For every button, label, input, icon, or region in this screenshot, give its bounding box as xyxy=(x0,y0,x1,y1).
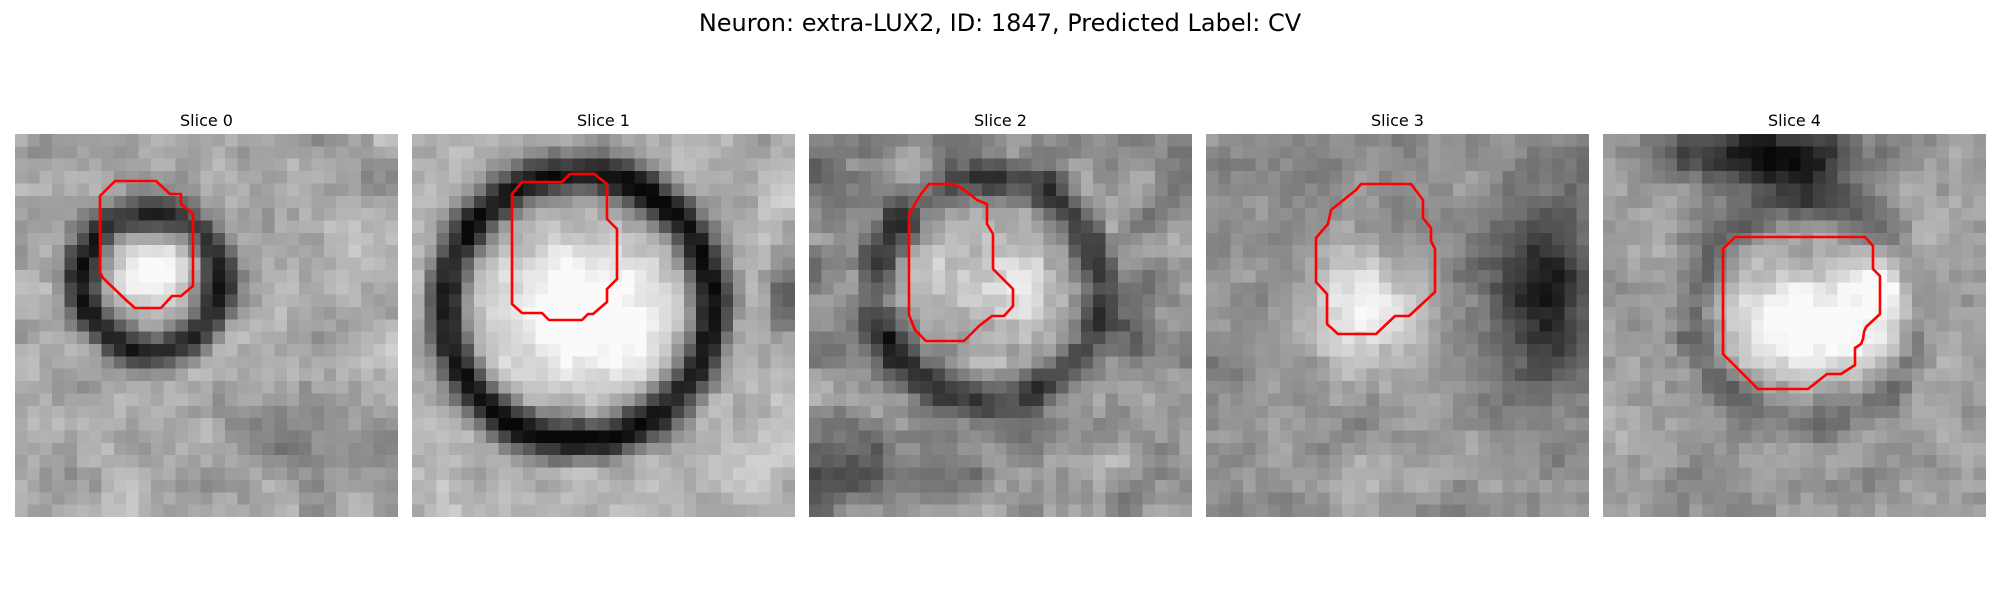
slice-panel-0: Slice 0 xyxy=(15,108,398,517)
slice-panel-2: Slice 2 xyxy=(809,108,1192,517)
contour-line xyxy=(1721,235,1882,391)
mask-contour xyxy=(907,182,1015,343)
slice-title: Slice 0 xyxy=(180,111,233,130)
figure-title: Neuron: extra-LUX2, ID: 1847, Predicted … xyxy=(698,9,1302,37)
slice-title: Slice 3 xyxy=(1371,111,1424,130)
slice-image xyxy=(1603,134,1986,517)
contour-line xyxy=(1314,182,1437,336)
slice-title: Slice 1 xyxy=(577,111,630,130)
slice-image xyxy=(1206,134,1589,517)
mask-contour xyxy=(1721,235,1882,391)
slice-panel-1: Slice 1 xyxy=(412,108,795,517)
slice-image xyxy=(15,134,398,517)
mask-contour xyxy=(1314,182,1437,336)
slice-panel-4: Slice 4 xyxy=(1603,108,1986,517)
contour-line xyxy=(510,172,619,322)
slice-image xyxy=(809,134,1192,517)
mask-contour xyxy=(510,172,619,322)
slice-image xyxy=(412,134,795,517)
contour-line xyxy=(907,182,1015,343)
slice-title: Slice 4 xyxy=(1768,111,1821,130)
contour-line xyxy=(98,179,195,310)
slice-title: Slice 2 xyxy=(974,111,1027,130)
slice-panel-3: Slice 3 xyxy=(1206,108,1589,517)
mask-contour xyxy=(98,179,195,310)
